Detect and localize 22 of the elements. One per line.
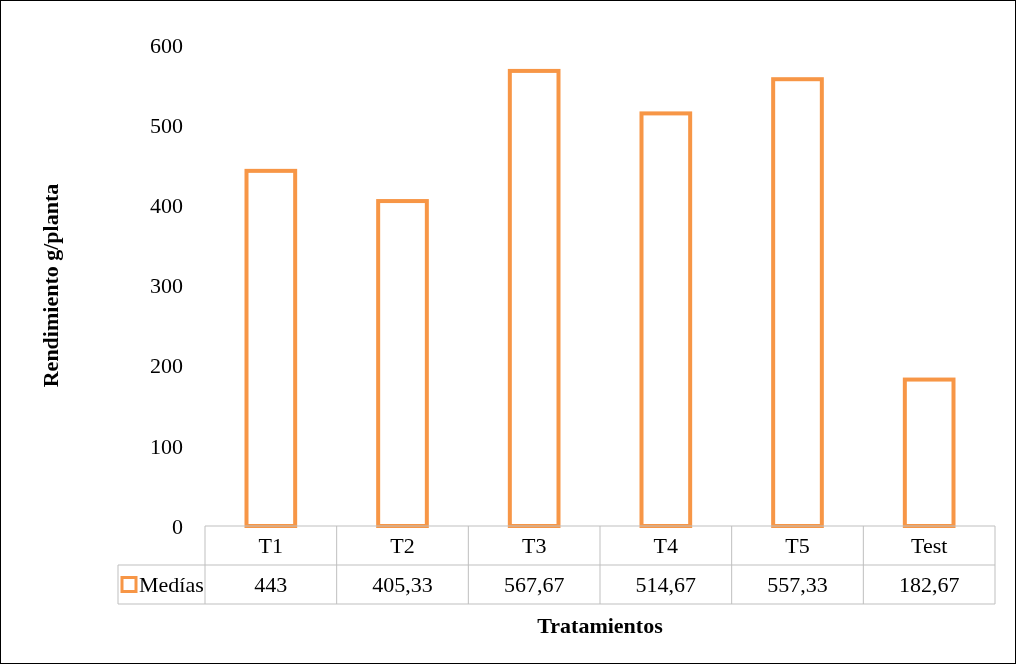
x-tick-label: T5 (785, 533, 810, 559)
y-tick-label: 300 (150, 273, 183, 299)
x-tick-label: T1 (258, 533, 284, 559)
y-axis-title: Rendimiento g/planta (37, 183, 63, 388)
data-label: 182,67 (898, 572, 960, 598)
legend-label: Medías (139, 572, 204, 598)
data-label: 443 (254, 572, 288, 598)
x-tick-label: T2 (390, 533, 415, 559)
data-label: 557,33 (767, 572, 828, 598)
y-tick-label: 400 (150, 193, 183, 219)
data-label: 567,67 (503, 572, 565, 598)
x-tick-label: Test (910, 533, 948, 559)
y-tick-label: 0 (172, 513, 183, 539)
y-tick-label: 600 (150, 32, 183, 58)
y-tick-label: 500 (150, 112, 183, 138)
y-tick-label: 200 (150, 353, 183, 379)
y-tick-label: 100 (150, 433, 183, 459)
x-tick-label: T4 (653, 533, 679, 559)
x-axis-title: Tratamientos (537, 612, 664, 638)
data-label: 405,33 (372, 572, 433, 598)
data-label: 514,67 (635, 572, 697, 598)
x-tick-label: T3 (521, 533, 547, 559)
